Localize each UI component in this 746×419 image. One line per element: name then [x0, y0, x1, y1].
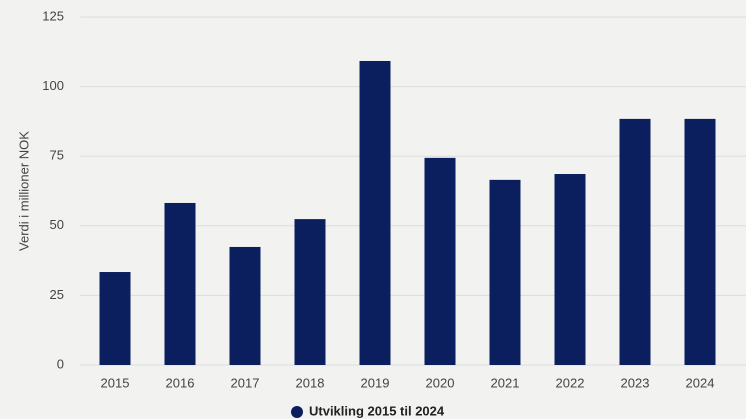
y-tick-label: 25 — [50, 287, 64, 302]
x-tick-label: 2021 — [491, 375, 520, 390]
bar — [99, 272, 131, 365]
x-tick-label: 2022 — [556, 375, 585, 390]
x-tick-label: 2017 — [231, 375, 260, 390]
bar — [294, 219, 326, 365]
bar — [554, 174, 586, 365]
bar — [359, 60, 391, 365]
bar — [229, 246, 261, 365]
y-tick-label: 125 — [42, 8, 64, 23]
y-tick-label: 75 — [50, 148, 64, 163]
bar — [164, 202, 196, 365]
bar — [424, 157, 456, 365]
y-axis-label: Verdi i millioner NOK — [16, 131, 31, 251]
legend-marker — [291, 406, 303, 418]
x-tick-label: 2024 — [686, 375, 715, 390]
y-tick-label: 100 — [42, 78, 64, 93]
y-tick-label: 0 — [57, 356, 64, 371]
x-tick-label: 2015 — [101, 375, 130, 390]
x-tick-label: 2016 — [166, 375, 195, 390]
y-tick-label: 50 — [50, 217, 64, 232]
x-tick-label: 2023 — [621, 375, 650, 390]
x-tick-label: 2018 — [296, 375, 325, 390]
bar — [489, 179, 521, 365]
legend-label: Utvikling 2015 til 2024 — [309, 403, 445, 418]
bar — [619, 118, 651, 365]
x-tick-label: 2020 — [426, 375, 455, 390]
x-tick-label: 2019 — [361, 375, 390, 390]
bar — [684, 118, 716, 365]
